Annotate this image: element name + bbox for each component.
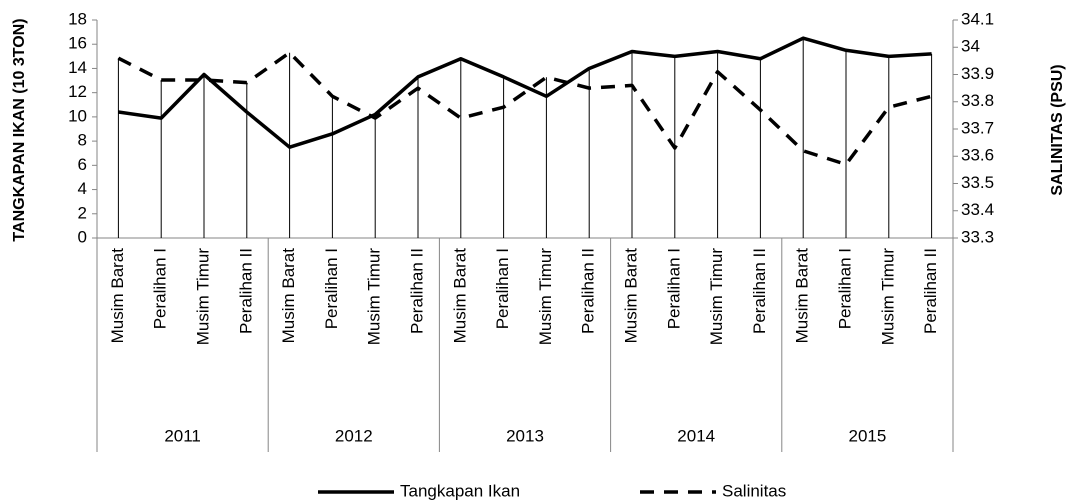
y2-tick-label: 33.8	[961, 91, 994, 110]
x-tick-label: Musim Timur	[536, 248, 555, 346]
y2-tick-label: 33.9	[961, 64, 994, 83]
x-tick-label: Peralihan I	[322, 248, 341, 329]
x-tick-label: Peralihan II	[921, 248, 940, 334]
y-tick-label: 4	[78, 179, 87, 198]
y2-tick-label: 34	[961, 37, 980, 56]
y-axis-title: TANGKAPAN IKAN (10 3TON)	[11, 18, 28, 241]
x-tick-label: Musim Barat	[279, 248, 298, 344]
x-tick-label: Peralihan I	[151, 248, 170, 329]
x-tick-label: Musim Timur	[193, 248, 212, 346]
x-tick-label: Peralihan I	[493, 248, 512, 329]
series-line	[117, 50, 933, 167]
y2-axis-title: SALINITAS (PSU)	[1049, 64, 1066, 195]
y-tick-label: 10	[68, 106, 87, 125]
x-tick-label: Musim Timur	[365, 248, 384, 346]
y-tick-label: 6	[78, 155, 87, 174]
series-line	[118, 36, 932, 149]
x-tick-label: Peralihan II	[579, 248, 598, 334]
y-tick-label: 0	[78, 227, 87, 246]
y-tick-label: 16	[68, 34, 87, 53]
x-tick-label: Peralihan II	[407, 248, 426, 334]
y2-tick-label: 33.3	[961, 227, 994, 246]
legend-label: Salinitas	[722, 481, 786, 500]
x-tick-label: Musim Barat	[108, 248, 127, 344]
y-tick-label: 18	[68, 9, 87, 28]
x-tick-label: Musim Timur	[707, 248, 726, 346]
x-tick-label: Musim Timur	[878, 248, 897, 346]
y-tick-label: 12	[68, 82, 87, 101]
year-label: 2012	[335, 426, 373, 445]
x-tick-label: Peralihan II	[236, 248, 255, 334]
x-tick-label: Musim Barat	[793, 248, 812, 344]
year-label: 2014	[677, 426, 715, 445]
year-label: 2015	[848, 426, 886, 445]
year-label: 2013	[506, 426, 544, 445]
y2-tick-label: 33.4	[961, 200, 994, 219]
y-tick-label: 14	[68, 58, 87, 77]
y2-tick-label: 33.5	[961, 173, 994, 192]
x-tick-label: Peralihan II	[750, 248, 769, 334]
x-tick-label: Musim Barat	[621, 248, 640, 344]
y2-tick-label: 34.1	[961, 9, 994, 28]
y2-tick-label: 33.6	[961, 146, 994, 165]
y-tick-label: 8	[78, 131, 87, 150]
y2-tick-label: 33.7	[961, 118, 994, 137]
x-tick-label: Peralihan I	[664, 248, 683, 329]
year-label: 2011	[164, 426, 201, 445]
x-tick-label: Musim Barat	[450, 248, 469, 344]
y-tick-label: 2	[78, 203, 87, 222]
x-tick-label: Peralihan I	[835, 248, 854, 329]
legend-label: Tangkapan Ikan	[400, 481, 520, 500]
